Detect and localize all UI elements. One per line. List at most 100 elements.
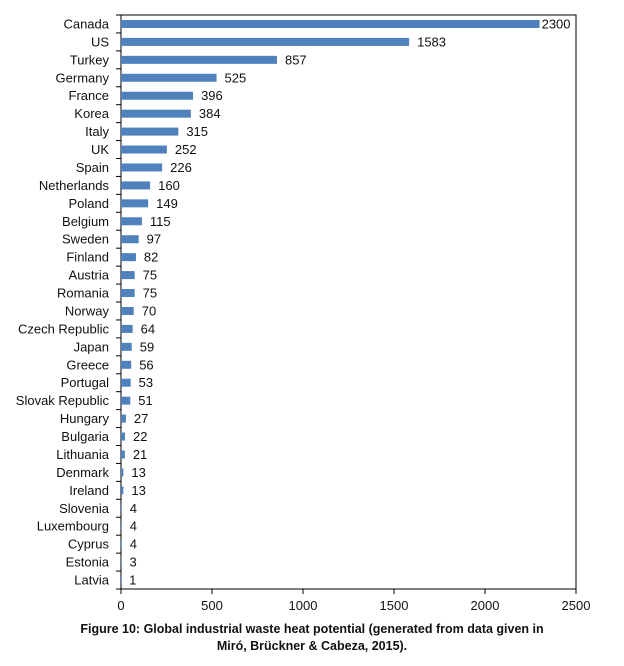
data-label: 82 (144, 250, 158, 265)
data-label: 75 (143, 286, 157, 301)
category-label: Germany (56, 70, 110, 85)
bar (121, 127, 179, 136)
data-label: 53 (139, 375, 153, 390)
x-tick-label: 1000 (289, 598, 318, 613)
category-label: Netherlands (39, 178, 110, 193)
category-label: Belgium (62, 214, 109, 229)
x-tick-label: 2500 (562, 598, 591, 613)
category-label: Canada (63, 16, 109, 31)
category-label: Austria (69, 268, 110, 283)
bar (121, 217, 142, 226)
data-label: 13 (131, 465, 145, 480)
data-label: 51 (138, 393, 152, 408)
bar (121, 235, 139, 244)
bar (121, 19, 540, 28)
category-label: Finland (66, 250, 109, 265)
bar (121, 378, 131, 387)
category-label: Slovenia (59, 501, 110, 516)
bar (121, 289, 135, 298)
data-label: 75 (143, 268, 157, 283)
data-label: 59 (140, 339, 154, 354)
data-label: 3 (130, 555, 137, 570)
category-label: Slovak Republic (16, 393, 110, 408)
category-label: UK (91, 142, 109, 157)
category-label: Hungary (60, 411, 110, 426)
bar (121, 271, 135, 280)
category-label: Spain (76, 160, 109, 175)
data-label: 4 (130, 537, 137, 552)
category-label: Greece (66, 357, 109, 372)
bar (121, 306, 134, 315)
category-label: Denmark (56, 465, 109, 480)
data-label: 21 (133, 447, 147, 462)
bar (121, 486, 124, 495)
category-label: Turkey (70, 52, 110, 67)
bar (121, 414, 126, 423)
data-label: 4 (130, 501, 137, 516)
bar (121, 145, 167, 154)
bar (121, 181, 151, 190)
data-label: 525 (225, 70, 247, 85)
bar (121, 522, 122, 531)
x-tick-label: 500 (201, 598, 223, 613)
bar (121, 558, 122, 567)
figure-caption-line1: Figure 10: Global industrial waste heat … (80, 622, 544, 636)
x-tick-label: 2000 (471, 598, 500, 613)
category-label: Norway (65, 303, 110, 318)
category-label: Lithuania (56, 447, 110, 462)
category-label: Luxembourg (37, 519, 109, 534)
bar (121, 253, 136, 262)
bar (121, 432, 126, 441)
data-label: 226 (170, 160, 192, 175)
category-label: Korea (74, 106, 109, 121)
category-label: Cyprus (68, 537, 110, 552)
bar (121, 450, 125, 459)
bar-chart: Canada 2300 US 1583 Turkey 857 Germany 525 Franc… (16, 14, 591, 613)
data-label: 315 (186, 124, 208, 139)
bar (121, 360, 132, 369)
data-label: 384 (199, 106, 221, 121)
bar (121, 91, 194, 100)
bar (121, 73, 217, 82)
data-label: 13 (131, 483, 145, 498)
category-label: Latvia (74, 573, 109, 588)
bar (121, 540, 122, 549)
category-label: Japan (74, 339, 109, 354)
bar (121, 109, 191, 118)
data-label: 1 (129, 573, 136, 588)
bar (121, 37, 410, 46)
data-label: 115 (150, 214, 171, 229)
bar (121, 468, 124, 477)
x-tick-label: 1500 (380, 598, 409, 613)
data-label: 857 (285, 52, 307, 67)
category-label: Romania (57, 286, 110, 301)
data-label: 56 (139, 357, 153, 372)
data-label: 97 (147, 232, 161, 247)
data-label: 2300 (542, 16, 571, 31)
data-label: 160 (158, 178, 180, 193)
bar (121, 55, 277, 64)
bar (121, 163, 163, 172)
bar (121, 324, 133, 333)
bar (121, 199, 149, 208)
plot-frame (120, 14, 577, 590)
category-label: Bulgaria (61, 429, 109, 444)
bar (121, 576, 122, 585)
data-label: 1583 (417, 34, 446, 49)
data-label: 27 (134, 411, 148, 426)
category-label: Italy (85, 124, 109, 139)
data-label: 22 (133, 429, 147, 444)
bar (121, 342, 132, 351)
bar (121, 504, 122, 513)
category-label: Ireland (69, 483, 109, 498)
data-label: 64 (141, 321, 155, 336)
category-label: Portugal (61, 375, 110, 390)
data-label: 252 (175, 142, 197, 157)
bar (121, 396, 131, 405)
category-label: Poland (69, 196, 109, 211)
figure-caption-line2: Miró, Brückner & Cabeza, 2015). (216, 639, 408, 653)
category-label: Estonia (66, 555, 110, 570)
category-label: US (91, 34, 109, 49)
category-label: Czech Republic (18, 321, 110, 336)
x-tick-label: 0 (117, 598, 124, 613)
